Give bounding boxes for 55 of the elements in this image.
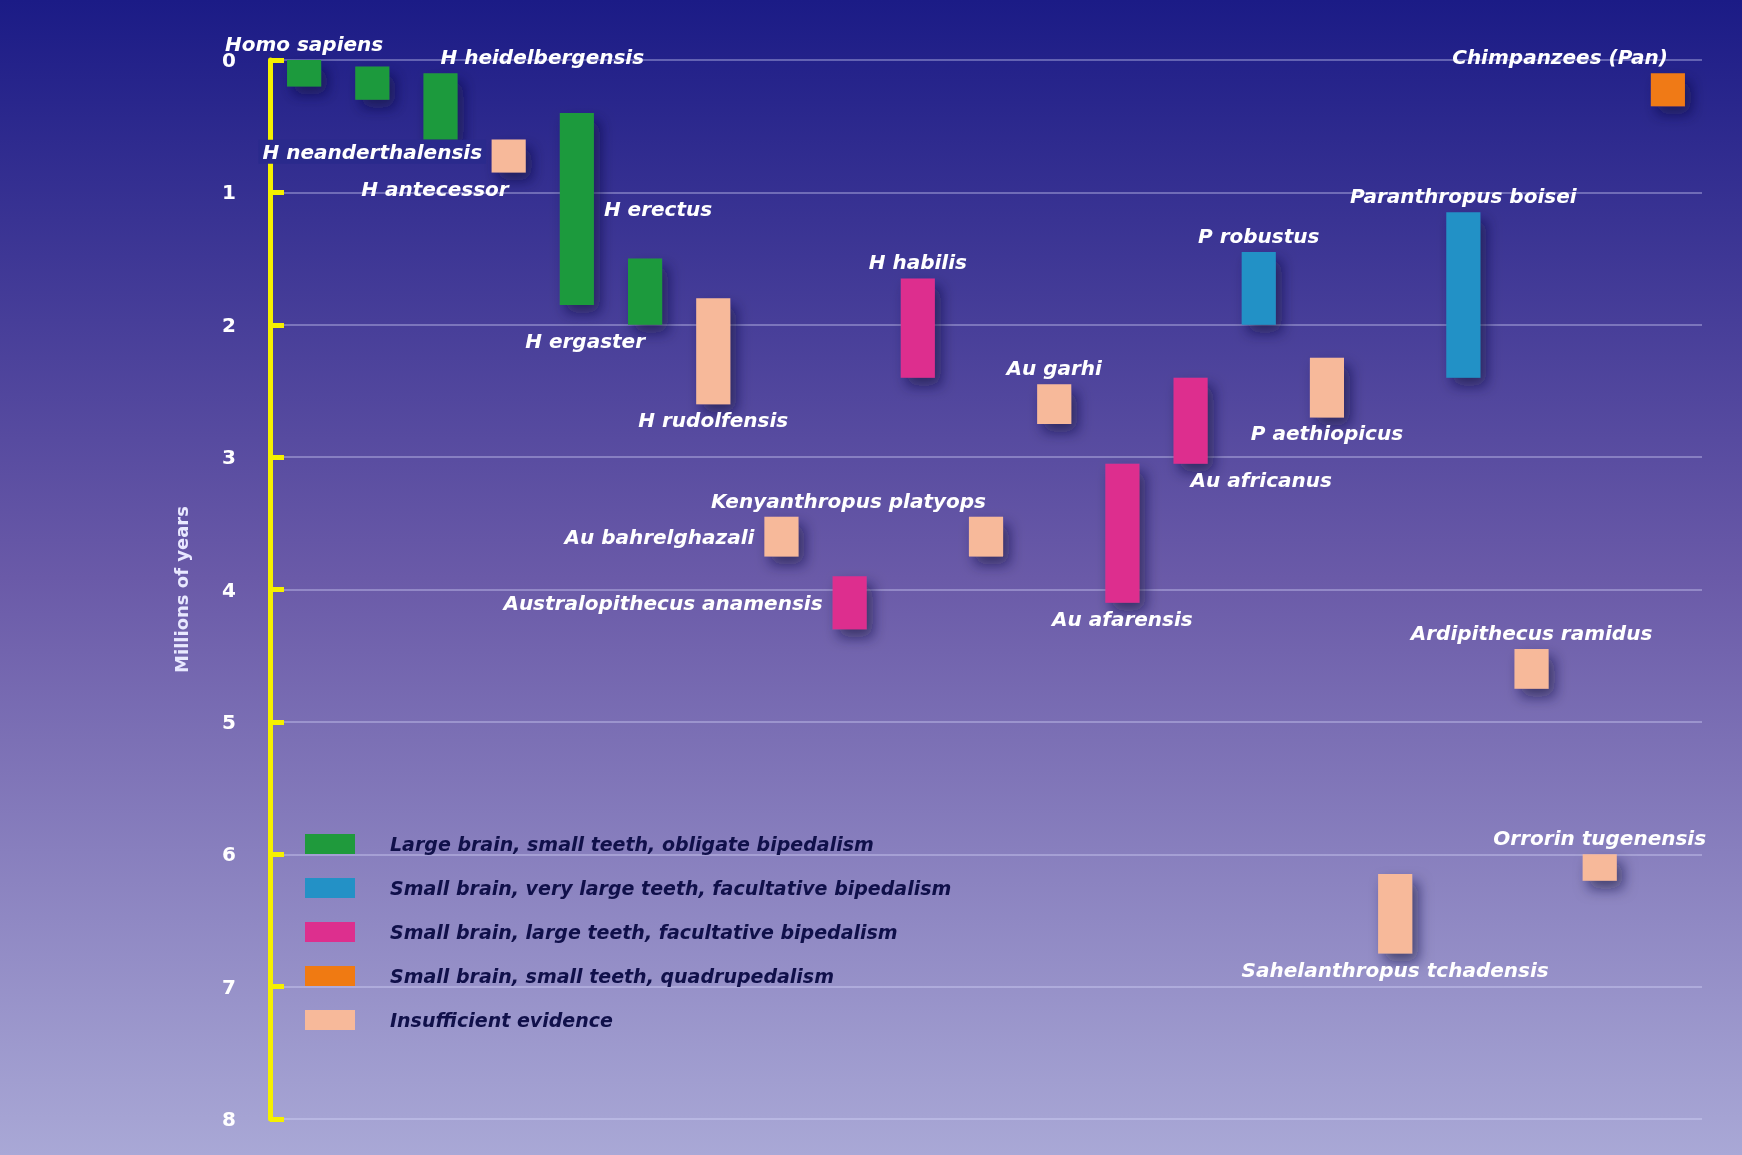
bar (1105, 463, 1140, 603)
bar (287, 60, 322, 87)
annotation: Chimpanzees (Pan) (1452, 45, 1668, 70)
bar (968, 516, 1004, 557)
annotation: H antecessor (361, 176, 510, 201)
annotation: Orrorin tugenensis (1493, 826, 1707, 851)
legend-label: Small brain, small teeth, quadrupedalism (390, 965, 834, 987)
y-tick-label: 1 (222, 180, 236, 205)
annotation: H rudolfensis (638, 408, 789, 433)
annotation: Au bahrelghazali (562, 524, 756, 549)
legend-label: Large brain, small teeth, obligate bipedalism (390, 833, 874, 855)
annotation: H neanderthalensis (262, 139, 483, 164)
annotation: H erectus (603, 196, 713, 221)
annotation: Sahelanthropus tchadensis (1241, 957, 1549, 982)
y-tick-label: 6 (222, 842, 236, 867)
y-tick-label: 7 (222, 974, 236, 999)
annotation: Au afarensis (1050, 606, 1193, 631)
legend-label: Small brain, large teeth, facultative bipedalism (390, 921, 898, 943)
bar (1378, 874, 1413, 954)
annotation: H ergaster (525, 328, 647, 353)
y-tick-label: 4 (222, 577, 236, 602)
annotation: Au garhi (1004, 356, 1104, 381)
bar (1241, 251, 1276, 325)
bar (1514, 649, 1549, 689)
y-tick-label: 2 (222, 312, 236, 337)
bar (1650, 73, 1685, 107)
bar (1582, 854, 1617, 881)
bar (628, 258, 663, 325)
bar (1037, 384, 1072, 425)
bar (900, 278, 935, 378)
y-tick-label: 5 (222, 709, 236, 734)
annotation: Kenyanthropus platyops (710, 488, 987, 513)
bar (1173, 377, 1208, 464)
bar (355, 66, 390, 100)
bar (696, 298, 731, 405)
y-tick-label: 3 (222, 445, 236, 470)
bar (1309, 357, 1344, 418)
bar (491, 139, 526, 173)
y-tick-label: 8 (222, 1107, 236, 1131)
annotation: Paranthropus boisei (1350, 184, 1578, 209)
bar (1446, 212, 1481, 378)
annotation: Ardipithecus ramidus (1408, 621, 1653, 646)
annotation: Australopithecus anamensis (501, 590, 823, 615)
bar (423, 73, 458, 140)
annotation: Au africanus (1188, 467, 1332, 492)
bar (764, 516, 799, 557)
bar (832, 576, 867, 630)
legend-label: Small brain, very large teeth, facultative bipedalism (390, 877, 952, 899)
legend-label: Insufficient evidence (390, 1009, 613, 1031)
annotation: P aethiopicus (1250, 421, 1404, 446)
annotation: P robustus (1198, 223, 1320, 248)
annotation: H habilis (868, 250, 968, 275)
bar (559, 112, 594, 305)
y-axis-title: Millions of years (170, 506, 192, 673)
annotation: H heidelbergensis (440, 45, 645, 70)
